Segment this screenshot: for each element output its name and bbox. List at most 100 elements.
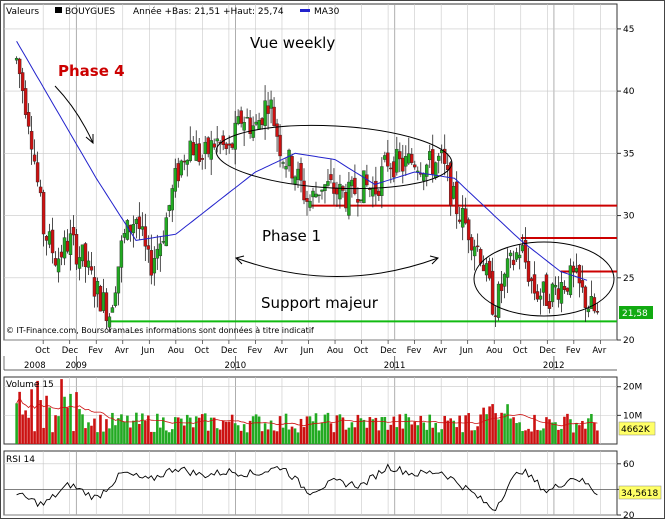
volume-bar <box>470 430 473 444</box>
volume-bar <box>254 414 258 444</box>
phase1-arrow <box>235 255 439 277</box>
volume-bar <box>473 430 476 444</box>
volume-bar <box>386 429 390 444</box>
candle-down <box>499 283 504 291</box>
candle-down <box>176 163 180 182</box>
volume-bar <box>392 416 396 444</box>
month-tick-label: Fev <box>566 346 581 356</box>
volume-bar <box>362 419 366 444</box>
volume-bar <box>485 414 488 444</box>
candle-down <box>490 270 495 315</box>
volume-bar <box>156 413 159 444</box>
candle-up <box>451 186 456 199</box>
candle-down <box>571 265 576 272</box>
candle-down <box>35 162 40 183</box>
candle-down <box>206 137 210 155</box>
candle-up <box>350 179 354 187</box>
candle-down <box>260 118 264 125</box>
candle-down <box>74 234 79 265</box>
credit-text: © IT-Finance.com, BoursoramaLes informat… <box>6 325 314 335</box>
volume-bar <box>102 431 105 444</box>
volume-bar <box>458 415 461 444</box>
candle-down <box>377 190 381 196</box>
candle-down <box>290 156 294 179</box>
candle-down <box>224 143 228 149</box>
candle-down <box>104 292 109 322</box>
candle-up <box>161 241 166 243</box>
volume-bar <box>404 413 408 444</box>
volume-bar <box>275 431 279 444</box>
volume-bar <box>401 428 405 444</box>
candle-down <box>20 72 25 91</box>
candle-up <box>284 166 288 170</box>
candle-down <box>146 245 151 250</box>
month-tick-label: Oct <box>35 346 50 356</box>
month-tick-label: Jun <box>459 346 473 356</box>
candle-down <box>200 158 204 160</box>
support-annotation: Support majeur <box>261 294 379 312</box>
month-tick-label: Fev <box>247 346 262 356</box>
valeurs-label: Valeurs <box>6 7 39 17</box>
candle-down <box>89 266 94 271</box>
candle-up <box>371 187 375 197</box>
volume-bar <box>33 431 36 444</box>
volume-bar <box>269 420 273 444</box>
volume-bar <box>191 427 195 444</box>
volume-bar <box>521 431 524 444</box>
candle-up <box>233 122 237 150</box>
candle-up <box>215 138 219 142</box>
volume-bar <box>305 416 309 444</box>
volume-badge <box>618 421 656 436</box>
candle-down <box>38 186 43 194</box>
candle-down <box>523 239 528 263</box>
candle-up <box>505 258 510 278</box>
candle-down <box>392 161 396 178</box>
candle-up <box>362 170 366 204</box>
month-tick-label: Avr <box>274 346 288 356</box>
candle-down <box>401 157 405 172</box>
candle-down <box>41 191 46 235</box>
candle-up <box>245 117 249 119</box>
volume-bar <box>545 417 548 444</box>
volume-bar <box>500 412 503 444</box>
volume-bar <box>39 400 42 444</box>
volume-bar <box>356 414 360 444</box>
volume-bar <box>329 423 333 444</box>
candle-up <box>553 285 558 288</box>
candle-up <box>314 193 318 198</box>
candle-down <box>529 278 534 282</box>
candle-up <box>407 153 411 164</box>
candle-down <box>445 164 450 171</box>
candle-up <box>194 143 198 161</box>
candle-up <box>170 188 174 211</box>
volume-bar <box>293 428 297 444</box>
volume-bar <box>554 422 557 444</box>
volume-bar <box>302 427 306 444</box>
title-annotation: Vue weekly <box>250 34 335 52</box>
candle-up <box>68 233 73 256</box>
candle-up <box>550 283 555 303</box>
candle-up <box>107 316 112 328</box>
candle-up <box>14 57 19 61</box>
price-tick-label: 45 <box>623 25 634 35</box>
candle-up <box>425 164 429 177</box>
volume-tick-label: 10M <box>623 411 642 421</box>
volume-bar <box>578 425 581 444</box>
candle-down <box>23 88 28 115</box>
volume-panel: Volume 15 20M 10M 4662K <box>3 376 656 445</box>
volume-bar <box>126 415 129 444</box>
volume-bar <box>24 410 27 444</box>
candle-up <box>496 283 501 318</box>
volume-badge-value: 4662K <box>621 425 651 435</box>
candle-down <box>487 260 492 279</box>
candle-down <box>191 142 195 156</box>
candle-down <box>386 152 390 167</box>
candle-up <box>269 99 273 109</box>
range-ellipse-2011 <box>473 241 615 317</box>
month-tick-label: Aou <box>486 346 502 356</box>
candle-down <box>275 123 279 137</box>
candle-up <box>56 258 61 273</box>
volume-bar <box>413 421 417 444</box>
volume-bar <box>54 415 57 444</box>
volume-bar <box>488 406 491 444</box>
